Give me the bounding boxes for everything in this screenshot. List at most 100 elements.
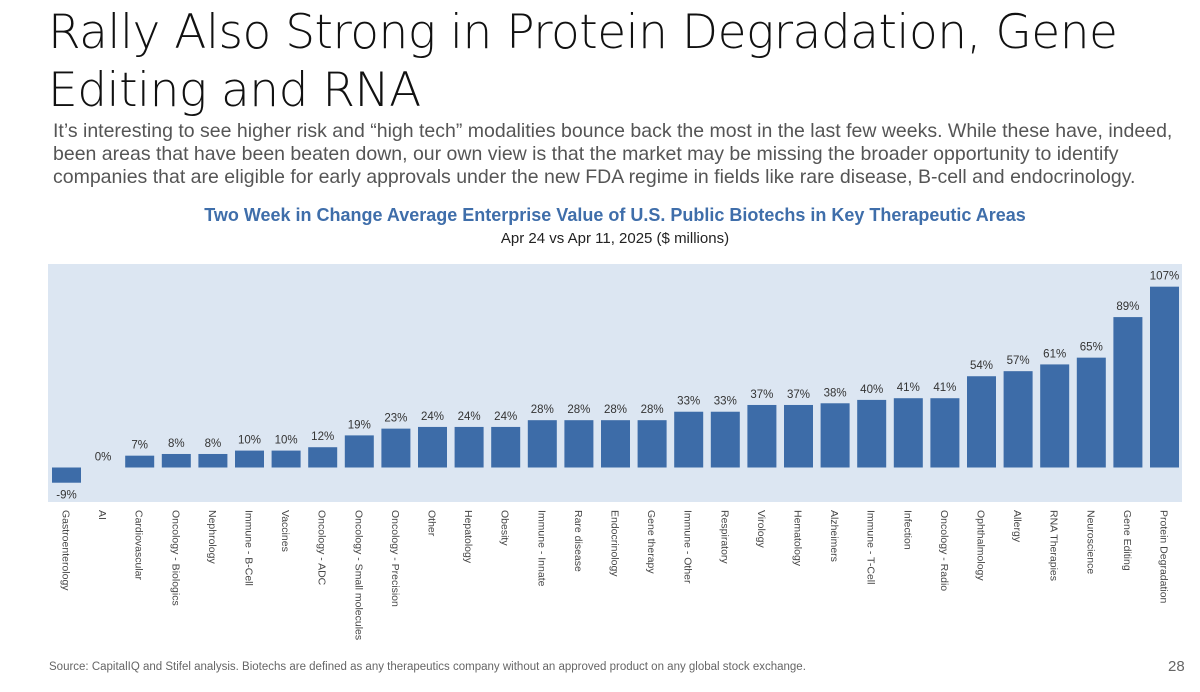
category-label: Oncology - Small molecules [352, 510, 364, 640]
value-label: 28% [567, 404, 590, 416]
value-label: 41% [933, 382, 956, 394]
value-label: 28% [531, 404, 554, 416]
category-label: Rare disease [572, 510, 584, 572]
value-label: 7% [131, 440, 148, 452]
value-label: 8% [205, 438, 222, 450]
value-label: 24% [494, 411, 517, 423]
value-label: 10% [238, 435, 261, 447]
bar-cardiovascular [125, 455, 155, 468]
category-label: RNA Therapies [1048, 510, 1060, 581]
category-label: Oncology - ADC [316, 510, 328, 586]
category-label: Obesity [499, 510, 511, 546]
source-note: Source: CapitalIQ and Stifel analysis. B… [49, 661, 806, 673]
category-label: Gastroenterology [60, 510, 72, 591]
category-label: Cardiovascular [133, 510, 145, 581]
value-label: 19% [348, 419, 371, 431]
category-label: Immune - T-Cell [865, 510, 877, 585]
value-label: 24% [421, 411, 444, 423]
value-label: 65% [1080, 342, 1103, 354]
bar-oncology-precision [381, 428, 411, 468]
bar-gastroenterology [52, 467, 81, 483]
category-label: Infection [901, 510, 913, 550]
category-label: Vaccines [279, 510, 291, 552]
value-label: 37% [787, 389, 810, 401]
category-label: Endocrinology [609, 510, 621, 577]
value-label: 23% [384, 413, 407, 425]
chart-title: Two Week in Change Average Enterprise Va… [204, 205, 1026, 225]
bar-gene-therapy [637, 420, 667, 468]
value-labels-group: -9% 0% 7% 8% 8% 10% 10% 12% 19% 23% 24% 24% 24% 28% 28… [56, 271, 1179, 502]
bar-rare-disease [564, 420, 594, 468]
bar-immune-t-cell [857, 399, 887, 468]
value-label: 24% [458, 411, 481, 423]
category-label: Other [426, 510, 438, 537]
bar-nephrology [198, 453, 228, 468]
value-label: 10% [275, 435, 298, 447]
value-label: 33% [677, 396, 700, 408]
category-label: Immune - Other [682, 510, 694, 584]
bar-immune-innate [527, 420, 557, 468]
category-labels-group: Gastroenterology AI Cardiovascular Oncology… [60, 510, 1170, 640]
bar-alzheimers [820, 403, 850, 468]
category-label: Virology [755, 510, 767, 548]
value-label: -9% [56, 490, 76, 502]
value-label: 37% [750, 389, 773, 401]
bars-group [52, 286, 1179, 483]
bar-respiratory [710, 411, 740, 468]
category-label: Hematology [792, 510, 804, 567]
value-label: 28% [641, 404, 664, 416]
bar-hematology [784, 404, 813, 468]
bar-neuroscience [1076, 357, 1106, 468]
value-label: 38% [824, 387, 847, 399]
bar-vaccines [271, 450, 301, 468]
slide-subtitle: It’s interesting to see higher risk and … [53, 120, 1173, 188]
category-label: Immune - Innate [535, 510, 547, 587]
bar-immune-other [674, 411, 704, 468]
category-label: Oncology - Biologics [169, 510, 181, 606]
bar-virology [747, 404, 777, 468]
category-label: Ophthalmology [975, 510, 987, 581]
bar-oncology-small-molecules [344, 435, 374, 468]
category-label: AI [96, 510, 108, 520]
value-label: 57% [1007, 355, 1030, 367]
bar-immune-b-cell [235, 450, 264, 468]
value-label: 54% [970, 360, 993, 372]
bar-oncology-adc [308, 447, 338, 468]
value-label: 61% [1043, 348, 1066, 360]
bar-infection [893, 398, 923, 468]
value-label: 0% [95, 452, 112, 464]
bar-gene-editing [1113, 317, 1143, 468]
value-label: 41% [897, 382, 920, 394]
page-number: 28 [1168, 658, 1185, 675]
bar-hepatology [454, 426, 484, 468]
value-label: 107% [1150, 271, 1179, 283]
bar-oncology-biologics [161, 453, 191, 468]
category-label: Allergy [1011, 510, 1023, 543]
category-label: Alzheimers [828, 510, 840, 562]
bar-obesity [491, 426, 521, 468]
category-label: Hepatology [462, 510, 474, 564]
category-label: Nephrology [206, 510, 218, 564]
category-label: Neuroscience [1084, 510, 1096, 574]
bar-other [418, 426, 447, 468]
bar-rna-therapies [1040, 364, 1070, 468]
slide-title: Rally Also Strong in Protein Degradation… [48, 5, 1118, 118]
bar-protein-degradation [1150, 286, 1179, 468]
category-label: Protein Degradation [1158, 510, 1170, 604]
value-label: 12% [311, 431, 334, 443]
value-label: 33% [714, 396, 737, 408]
chart-subtitle: Apr 24 vs Apr 11, 2025 ($ millions) [500, 230, 730, 247]
category-label: Gene Editing [1121, 510, 1133, 571]
bar-ophthalmology [967, 376, 996, 468]
bar-allergy [1003, 371, 1033, 468]
category-label: Gene therapy [645, 510, 657, 574]
value-label: 8% [168, 438, 185, 450]
category-label: Immune - B-Cell [243, 510, 255, 586]
category-label: Respiratory [718, 510, 730, 564]
bar-endocrinology [601, 420, 630, 468]
category-label: Oncology - Precision [389, 510, 401, 607]
bar-oncology-radio [930, 398, 960, 468]
value-label: 28% [604, 404, 627, 416]
category-label: Oncology - Radio [938, 510, 950, 591]
